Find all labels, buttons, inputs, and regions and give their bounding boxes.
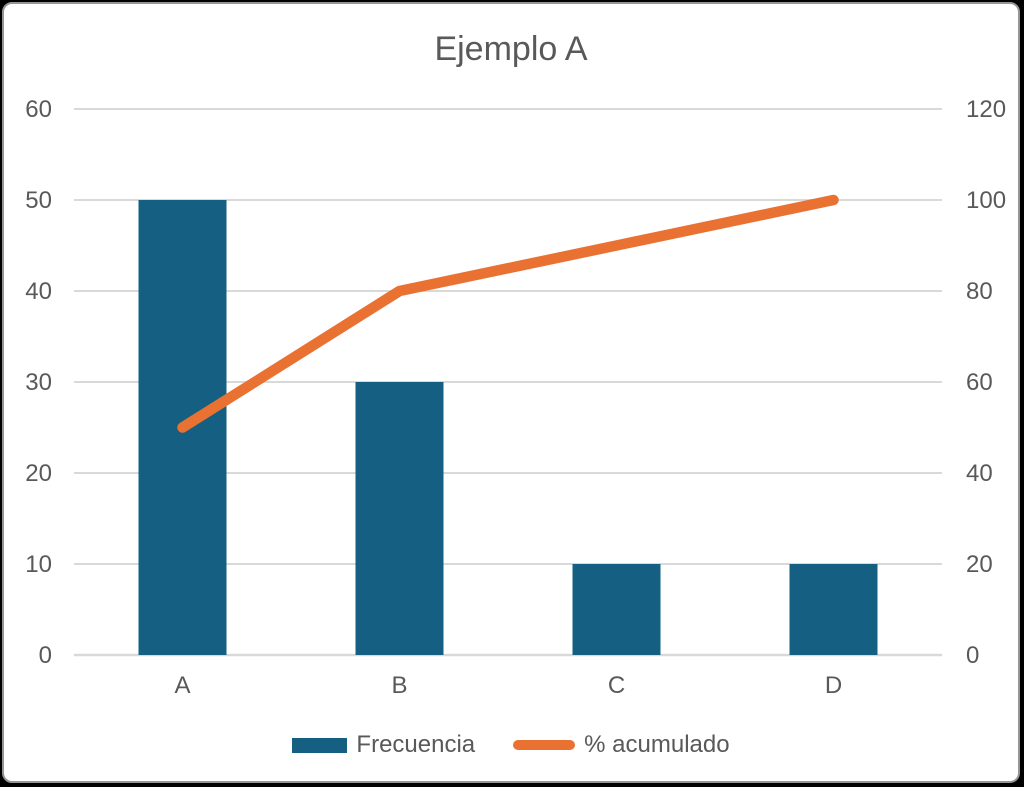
right-axis-tick-label: 120 bbox=[966, 96, 1006, 123]
left-axis-tick-label: 10 bbox=[25, 551, 52, 578]
right-axis-tick-label: 0 bbox=[966, 642, 979, 669]
left-axis-tick-label: 50 bbox=[25, 187, 52, 214]
bar-D bbox=[789, 564, 878, 655]
category-label-B: B bbox=[391, 672, 407, 699]
left-axis-tick-label: 60 bbox=[25, 96, 52, 123]
right-axis-tick-label: 20 bbox=[966, 551, 993, 578]
chart-legend: Frecuencia % acumulado bbox=[4, 724, 1018, 766]
bar-B bbox=[355, 382, 444, 655]
right-axis-tick-label: 40 bbox=[966, 460, 993, 487]
bar-C bbox=[572, 564, 661, 655]
legend-label: % acumulado bbox=[584, 731, 730, 758]
left-axis-tick-label: 0 bbox=[39, 642, 52, 669]
legend-bar-swatch-icon bbox=[292, 737, 348, 753]
left-axis-tick-label: 30 bbox=[25, 369, 52, 396]
chart-title: Ejemplo A bbox=[434, 30, 588, 68]
right-axis-tick-label: 60 bbox=[966, 369, 993, 396]
pareto-chart-plot-area: 0 10 20 30 40 50 60 0 20 40 60 80 100 120 A B C D bbox=[25, 96, 1006, 699]
left-axis-tick-label: 20 bbox=[25, 460, 52, 487]
legend-label: Frecuencia bbox=[356, 731, 476, 758]
left-axis-tick-label: 40 bbox=[25, 278, 52, 305]
category-label-C: C bbox=[608, 672, 625, 699]
cumulative-percentage-line bbox=[177, 194, 839, 433]
legend-item-frecuencia: Frecuencia bbox=[292, 731, 475, 759]
right-axis-tick-label: 80 bbox=[966, 278, 993, 305]
category-label-A: A bbox=[174, 672, 190, 699]
category-label-D: D bbox=[825, 672, 842, 699]
legend-item-acumulado: % acumulado bbox=[513, 731, 730, 759]
right-axis-tick-label: 100 bbox=[966, 187, 1006, 214]
legend-line-swatch-icon bbox=[513, 740, 576, 750]
